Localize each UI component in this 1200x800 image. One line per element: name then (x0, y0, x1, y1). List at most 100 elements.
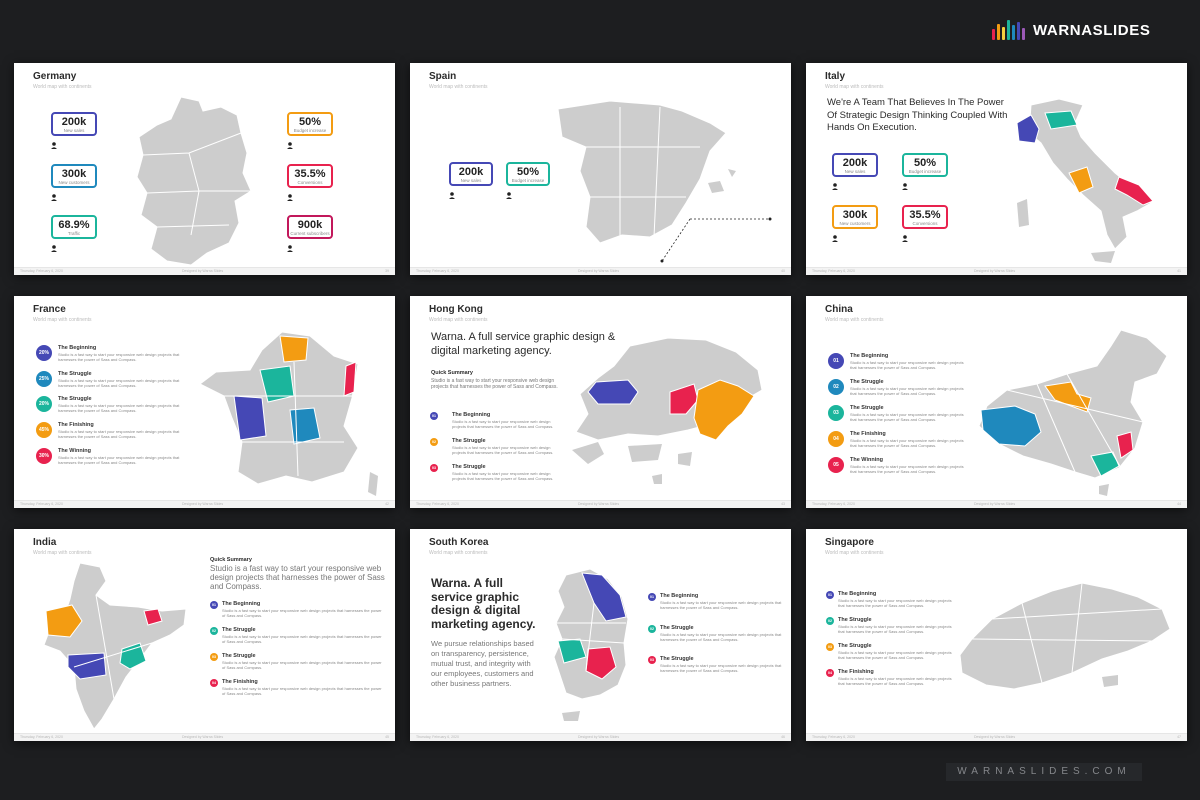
slide-title: Spain (429, 71, 457, 82)
list-item: 04 The Finishing Studio is a fast way to… (828, 431, 968, 453)
list-item: 02 The Struggle Studio is a fast way to … (430, 438, 560, 460)
stat-callout: 68.9% Traffic (51, 215, 97, 257)
person-icon (902, 183, 908, 190)
slide-footer: Thursday, February 6, 2020 Designed by Wa… (14, 267, 395, 275)
slide-footer: Thursday, February 6, 2020 Designed by Wa… (14, 733, 395, 741)
list-item: 01 The Beginning Studio is a fast way to… (210, 601, 386, 623)
percent-badge: 30% (36, 448, 52, 464)
person-icon (832, 235, 838, 242)
slide-title: Germany (33, 71, 77, 82)
list-item: 01 The Beginning Studio is a fast way to… (828, 353, 968, 375)
slide-footer: Thursday, February 6, 2020 Designed by Wa… (410, 500, 791, 508)
southkorea-map (553, 568, 629, 721)
stat-callout: 200k New sales (51, 112, 97, 154)
stat-callout: 35.5% Conversions (902, 205, 948, 247)
list-item: 20% The Beginning Studio is a fast way t… (36, 345, 186, 367)
number-badge: 04 (210, 679, 218, 687)
china-map (978, 329, 1168, 496)
list-item: 01 The Beginning Studio is a fast way to… (648, 593, 784, 615)
slide-footer: Thursday, February 6, 2020 Designed by Wa… (410, 267, 791, 275)
person-icon (287, 142, 293, 149)
number-badge: 01 (430, 412, 438, 420)
slide-heading: Warna. A full service graphic design & d… (431, 576, 536, 631)
brand-bars-icon (992, 20, 1025, 40)
person-icon (287, 194, 293, 201)
list-item: 03 The Struggle Studio is a fast way to … (648, 656, 784, 678)
number-badge: 01 (826, 591, 834, 599)
slide-singapore: Singapore World map with continents 01 T… (806, 529, 1187, 741)
list-item: 30% The Winning Studio is a fast way to … (36, 448, 186, 470)
number-badge: 01 (210, 601, 218, 609)
number-badge: 04 (826, 669, 834, 677)
number-badge: 01 (828, 353, 844, 369)
list-item: 01 The Beginning Studio is a fast way to… (826, 591, 956, 613)
slide-footer: Thursday, February 6, 2020 Designed by Wa… (806, 500, 1187, 508)
spain-map (557, 100, 772, 263)
list-item: 20% The Struggle Studio is a fast way to… (36, 396, 186, 418)
slide-hongkong: Hong Kong World map with continents Warn… (410, 296, 791, 508)
number-badge: 03 (826, 643, 834, 651)
slide-title: France (33, 304, 66, 315)
stat-callout: 300k New customers (51, 164, 97, 206)
summary-text: Studio is a fast way to start your respo… (431, 378, 558, 390)
number-badge: 05 (828, 457, 844, 473)
slide-body: We pursue relationships based on transpa… (431, 639, 534, 688)
list-item: 25% The Struggle Studio is a fast way to… (36, 371, 186, 393)
slide-india: India World map with continents Quick Su… (14, 529, 395, 741)
person-icon (902, 235, 908, 242)
list-item: 03 The Struggle Studio is a fast way to … (210, 653, 386, 675)
person-icon (832, 183, 838, 190)
slide-subtitle: World map with continents (429, 84, 488, 90)
percent-badge: 25% (36, 371, 52, 387)
list-item: 01 The Beginning Studio is a fast way to… (430, 412, 560, 434)
slide-subtitle: World map with continents (825, 84, 884, 90)
stat-callout: 50% Budget increase (506, 162, 550, 204)
percent-badge: 45% (36, 422, 52, 438)
brand-logo: WARNASLIDES (992, 20, 1150, 40)
number-badge: 04 (828, 431, 844, 447)
list-item: 02 The Struggle Studio is a fast way to … (648, 625, 784, 647)
slide-title: Singapore (825, 537, 874, 548)
slide-subtitle: World map with continents (33, 84, 92, 90)
list-item: 02 The Struggle Studio is a fast way to … (826, 617, 956, 639)
person-icon (506, 192, 512, 199)
hongkong-map (572, 337, 763, 484)
slide-footer: Thursday, February 6, 2020 Designed by Wa… (806, 733, 1187, 741)
list-item: 02 The Struggle Studio is a fast way to … (210, 627, 386, 649)
footer-brand-url: WARNASLIDES.COM (946, 763, 1142, 781)
slide-footer: Thursday, February 6, 2020 Designed by Wa… (410, 733, 791, 741)
slide-title: China (825, 304, 853, 315)
slide-subtitle: World map with continents (825, 317, 884, 323)
italy-map (1016, 98, 1154, 263)
stat-callout: 50% Budget increase (902, 153, 948, 195)
slide-germany: Germany World map with continents 200k Ne… (14, 63, 395, 275)
slide-italy: Italy World map with continents We're A … (806, 63, 1187, 275)
slide-subtitle: World map with continents (33, 317, 92, 323)
person-icon (51, 142, 57, 149)
germany-map (136, 96, 252, 266)
slide-heading: We're A Team That Believes In The Power … (827, 97, 1008, 133)
slide-title: South Korea (429, 537, 489, 548)
percent-badge: 20% (36, 396, 52, 412)
slide-subtitle: World map with continents (33, 550, 92, 556)
stat-callout: 50% Budget increase (287, 112, 333, 154)
slide-footer: Thursday, February 6, 2020 Designed by Wa… (806, 267, 1187, 275)
number-badge: 03 (430, 464, 438, 472)
summary-text: Studio is a fast way to start your respo… (210, 564, 385, 591)
list-item: 05 The Winning Studio is a fast way to s… (828, 457, 968, 479)
brand-name: WARNASLIDES (1033, 21, 1151, 39)
france-map (199, 331, 378, 496)
list-item: 04 The Finishing Studio is a fast way to… (210, 679, 386, 701)
list-item: 04 The Finishing Studio is a fast way to… (826, 669, 956, 691)
slide-footer: Thursday, February 6, 2020 Designed by Wa… (14, 500, 395, 508)
list-item: 45% The Finishing Studio is a fast way t… (36, 422, 186, 444)
number-badge: 02 (430, 438, 438, 446)
slide-heading: Warna. A full service graphic design & d… (431, 331, 616, 357)
slide-title: India (33, 537, 57, 548)
summary-title: Quick Summary (431, 370, 473, 376)
slide-southkorea: South Korea World map with continents Wa… (410, 529, 791, 741)
list-item: 03 The Struggle Studio is a fast way to … (430, 464, 560, 486)
slide-title: Italy (825, 71, 846, 82)
number-badge: 02 (210, 627, 218, 635)
stat-callout: 900k Current subscribers (287, 215, 333, 257)
